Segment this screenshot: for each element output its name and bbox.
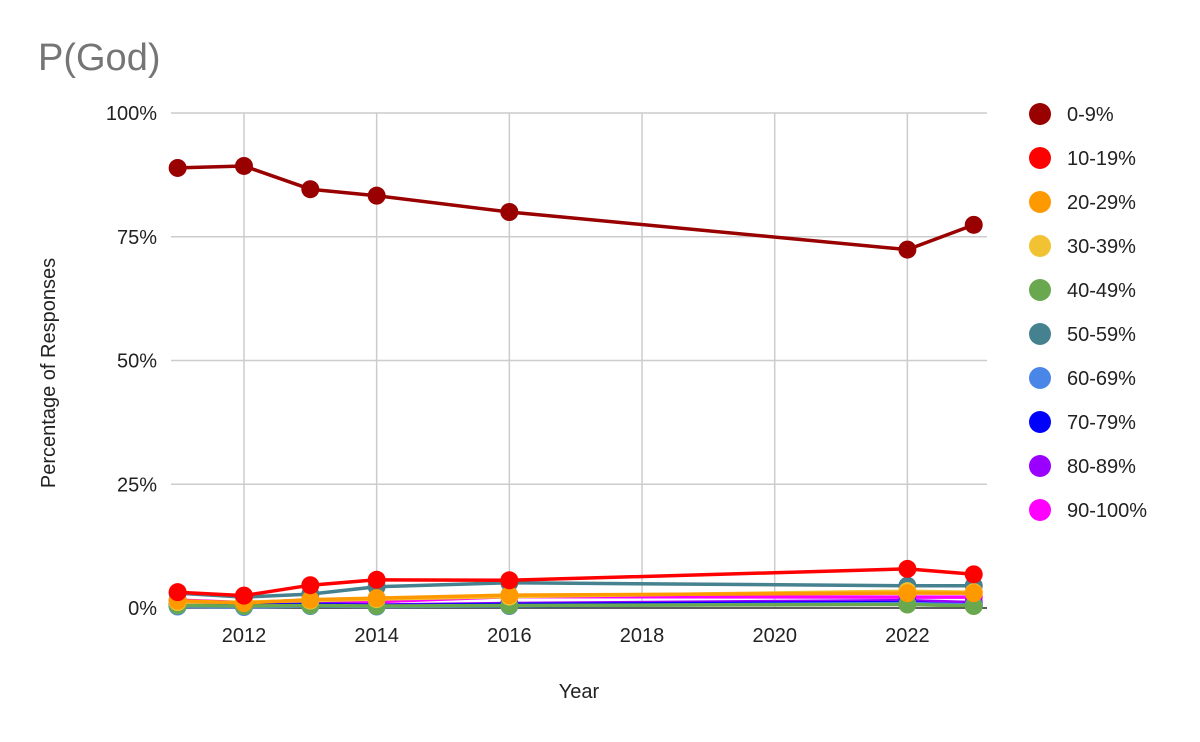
legend-item: 70-79% <box>1029 411 1136 434</box>
data-point <box>500 586 519 605</box>
legend-label: 80-89% <box>1067 456 1136 478</box>
data-point <box>234 586 253 605</box>
legend-item: 80-89% <box>1029 455 1136 478</box>
series-0-9% <box>168 156 983 259</box>
legend-marker <box>1029 411 1051 433</box>
data-point <box>301 180 320 199</box>
legend-label: 50-59% <box>1067 324 1136 346</box>
legend-marker <box>1029 499 1051 521</box>
legend-label: 40-49% <box>1067 280 1136 302</box>
legend-label: 60-69% <box>1067 368 1136 390</box>
legend-item: 20-29% <box>1029 191 1136 214</box>
gridlines <box>171 112 987 609</box>
y-tick-label: 50% <box>117 351 157 373</box>
data-point <box>964 215 983 234</box>
legend-item: 30-39% <box>1029 235 1136 258</box>
legend-label: 10-19% <box>1067 148 1136 170</box>
y-axis-label: Percentage of Responses <box>38 258 60 488</box>
data-point <box>367 570 386 589</box>
y-tick-label: 0% <box>128 598 157 620</box>
legend-item: 50-59% <box>1029 323 1136 346</box>
data-point <box>234 156 253 175</box>
legend-label: 0-9% <box>1067 104 1114 126</box>
x-tick-label: 2016 <box>487 625 532 647</box>
data-point <box>301 576 320 595</box>
data-point <box>168 158 187 177</box>
y-tick-label: 25% <box>117 474 157 496</box>
series-lines <box>168 156 983 617</box>
series-10-19% <box>168 559 983 605</box>
data-point <box>500 571 519 590</box>
x-tick-label: 2018 <box>620 625 665 647</box>
legend-marker <box>1029 103 1051 125</box>
data-point <box>367 589 386 608</box>
data-point <box>898 559 917 578</box>
data-point <box>301 590 320 609</box>
legend-marker <box>1029 279 1051 301</box>
axis-ticks: 0% 25% 50% 75% 100% 2012 2014 2016 2018 2020 2022 <box>106 103 930 647</box>
y-tick-label: 75% <box>117 227 157 249</box>
x-axis-label: Year <box>559 681 600 703</box>
data-point <box>898 240 917 259</box>
x-tick-label: 2022 <box>885 625 930 647</box>
series-line <box>177 602 974 608</box>
chart-title: P(God) <box>38 37 160 79</box>
legend: 0-9% 10-19% 20-29% 30-39% 40-49% 50-59% 60-69%… <box>1029 103 1147 522</box>
legend-item: 90-100% <box>1029 499 1147 522</box>
data-point <box>964 584 983 603</box>
legend-marker <box>1029 235 1051 257</box>
legend-item: 60-69% <box>1029 367 1136 390</box>
data-point <box>964 565 983 584</box>
x-tick-label: 2020 <box>752 625 797 647</box>
legend-marker <box>1029 455 1051 477</box>
legend-label: 70-79% <box>1067 412 1136 434</box>
x-tick-label: 2012 <box>222 625 267 647</box>
data-point <box>367 186 386 205</box>
legend-marker <box>1029 367 1051 389</box>
legend-label: 20-29% <box>1067 192 1136 214</box>
data-point <box>898 584 917 603</box>
x-tick-label: 2014 <box>354 625 399 647</box>
y-tick-label: 100% <box>106 103 157 125</box>
data-point <box>964 597 983 616</box>
legend-label: 30-39% <box>1067 236 1136 258</box>
legend-item: 40-49% <box>1029 279 1136 302</box>
legend-marker <box>1029 323 1051 345</box>
legend-marker <box>1029 147 1051 169</box>
legend-item: 0-9% <box>1029 103 1114 126</box>
legend-label: 90-100% <box>1067 500 1147 522</box>
legend-item: 10-19% <box>1029 147 1136 170</box>
data-point <box>168 583 187 602</box>
legend-marker <box>1029 191 1051 213</box>
data-point <box>500 203 519 221</box>
